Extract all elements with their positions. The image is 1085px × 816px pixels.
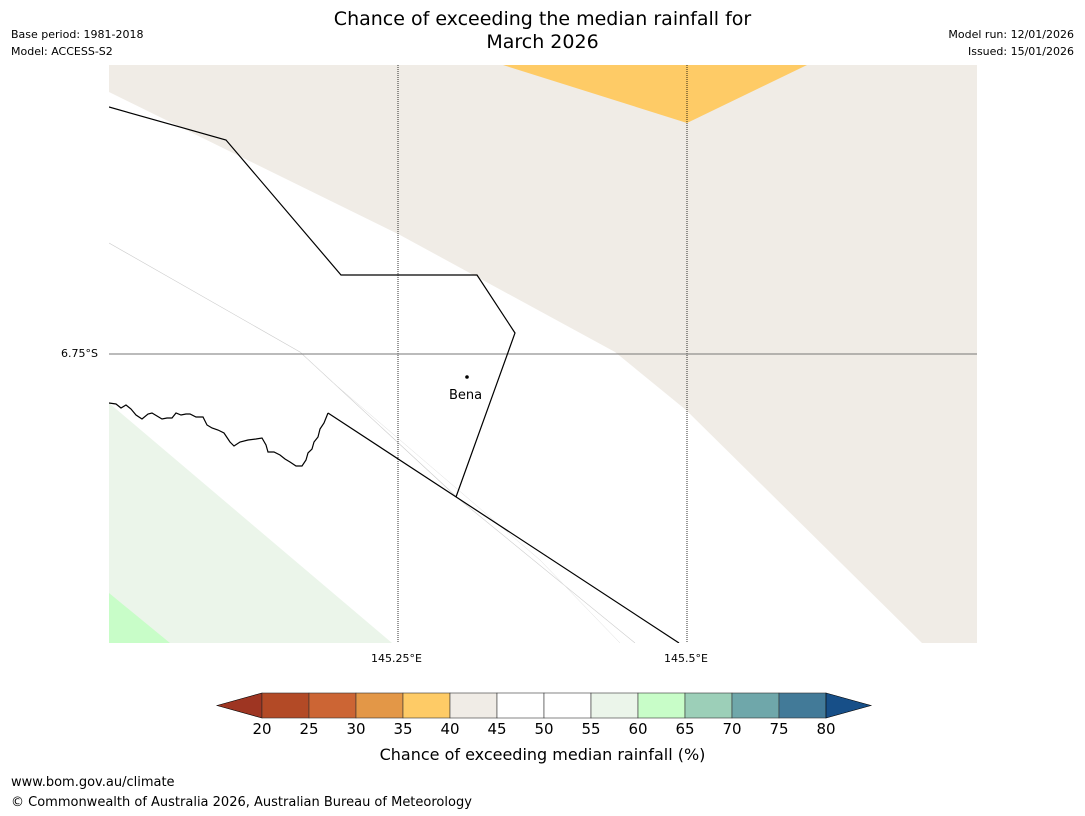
colorbar-tick: 65 — [675, 720, 695, 738]
model: Model: ACCESS-S2 — [11, 45, 113, 58]
colorbar-tick: 25 — [299, 720, 319, 738]
province-boundary — [327, 412, 680, 643]
colorbar-tick: 45 — [487, 720, 507, 738]
colorbar-segment — [496, 692, 545, 719]
colorbar-segment — [449, 692, 498, 719]
chart-title: Chance of exceeding the median rainfall … — [0, 8, 1085, 54]
colorbar-tick: 30 — [346, 720, 366, 738]
colorbar-segment — [308, 692, 357, 719]
colorbar-extend-high — [825, 692, 873, 719]
title-line-2: March 2026 — [486, 31, 599, 53]
province-boundary — [109, 106, 516, 498]
place-label: Bena — [449, 388, 483, 403]
issued-date: Issued: 15/01/2026 — [967, 45, 1074, 58]
colorbar-segment — [778, 692, 827, 719]
faint-boundary — [299, 351, 621, 643]
colorbar-tick: 20 — [252, 720, 272, 738]
right-metadata: Model run: 12/01/2026 Issued: 15/01/2026 — [948, 26, 1074, 60]
region-55-60 — [109, 403, 392, 643]
model-run: Model run: 12/01/2026 — [948, 28, 1074, 41]
river-boundary — [109, 402, 329, 467]
faint-boundary — [109, 242, 636, 643]
colorbar-tick: 75 — [769, 720, 789, 738]
left-metadata: Base period: 1981-2018 Model: ACCESS-S2 — [11, 26, 143, 60]
colorbar-tick: 80 — [816, 720, 836, 738]
lat-tick-label: 6.75°S — [61, 347, 98, 360]
colorbar-segment — [590, 692, 639, 719]
website-link[interactable]: www.bom.gov.au/climate — [11, 775, 175, 790]
colorbar-tick: 40 — [440, 720, 460, 738]
bena-marker — [465, 375, 469, 379]
lon-tick-label: 145.25°E — [371, 652, 422, 665]
colorbar-tick: 70 — [722, 720, 742, 738]
colorbar-tick: 50 — [534, 720, 554, 738]
region-60-65 — [109, 593, 170, 643]
copyright: © Commonwealth of Australia 2026, Austra… — [11, 795, 472, 810]
colorbar-tick: 60 — [628, 720, 648, 738]
colorbar-segment — [355, 692, 404, 719]
colorbar-extend-low — [215, 692, 263, 719]
colorbar-segment — [684, 692, 733, 719]
colorbar-segment — [731, 692, 780, 719]
colorbar-segment — [637, 692, 686, 719]
colorbar-tick: 35 — [393, 720, 413, 738]
title-line-1: Chance of exceeding the median rainfall … — [333, 8, 752, 30]
region-40-45 — [109, 65, 977, 643]
colorbar-segment — [402, 692, 451, 719]
colorbar-segment — [261, 692, 310, 719]
colorbar-tick: 55 — [581, 720, 601, 738]
colorbar-label: Chance of exceeding median rainfall (%) — [379, 745, 706, 764]
lon-tick-label: 145.5°E — [664, 652, 708, 665]
region-35-40 — [503, 65, 807, 123]
base-period: Base period: 1981-2018 — [11, 28, 144, 41]
colorbar-segment — [543, 692, 592, 719]
